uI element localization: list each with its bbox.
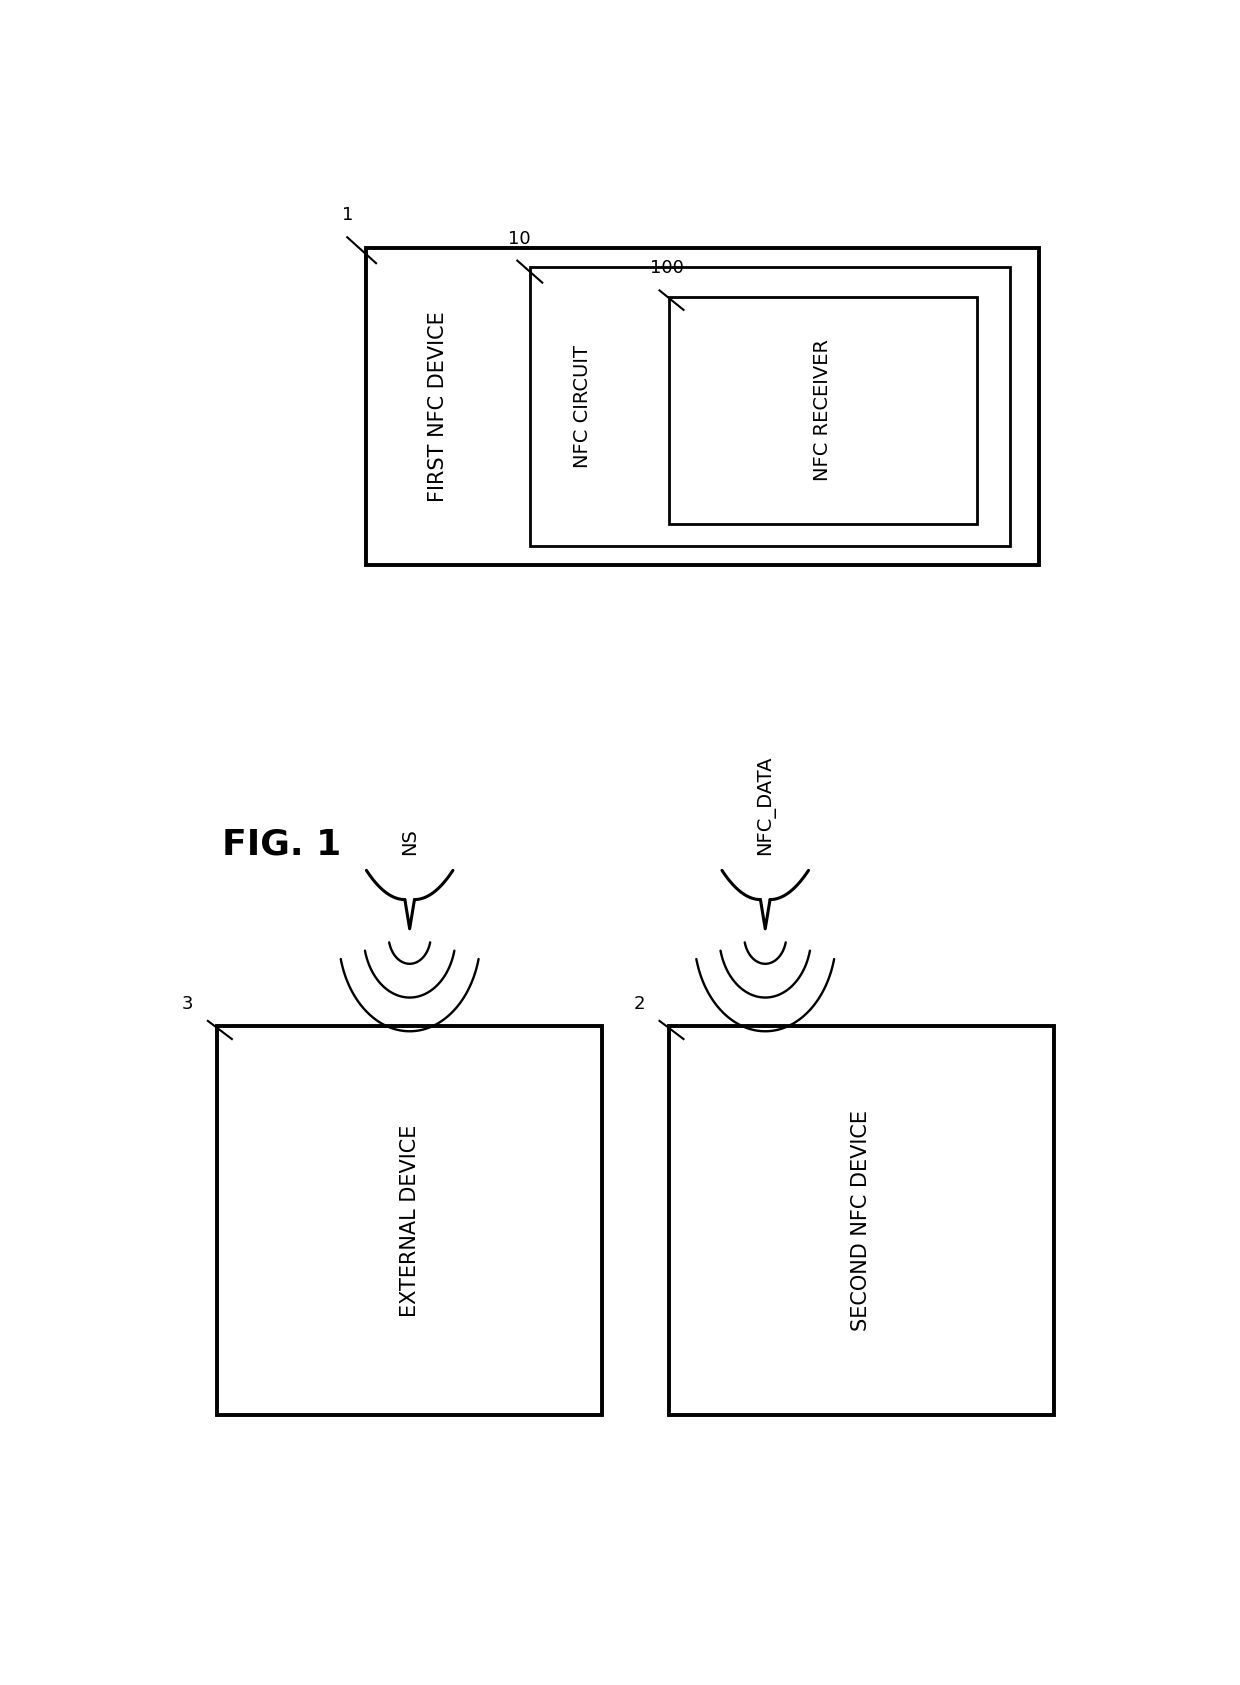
Polygon shape [670,297,977,524]
Polygon shape [529,268,1011,546]
Text: NFC_DATA: NFC_DATA [755,755,775,854]
Text: 10: 10 [507,229,531,248]
Text: FIG. 1: FIG. 1 [222,827,341,861]
Text: 3: 3 [182,996,193,1013]
Text: NS: NS [401,827,419,854]
Polygon shape [670,1026,1054,1415]
Text: 2: 2 [634,996,645,1013]
Text: 1: 1 [342,206,353,224]
Polygon shape [367,248,1039,566]
Text: FIRST NFC DEVICE: FIRST NFC DEVICE [429,312,449,502]
Polygon shape [217,1026,601,1415]
Text: EXTERNAL DEVICE: EXTERNAL DEVICE [399,1124,419,1318]
Text: NFC CIRCUIT: NFC CIRCUIT [573,345,593,468]
Text: SECOND NFC DEVICE: SECOND NFC DEVICE [852,1110,872,1331]
Text: 100: 100 [650,259,683,278]
Text: NFC RECEIVER: NFC RECEIVER [813,339,832,482]
